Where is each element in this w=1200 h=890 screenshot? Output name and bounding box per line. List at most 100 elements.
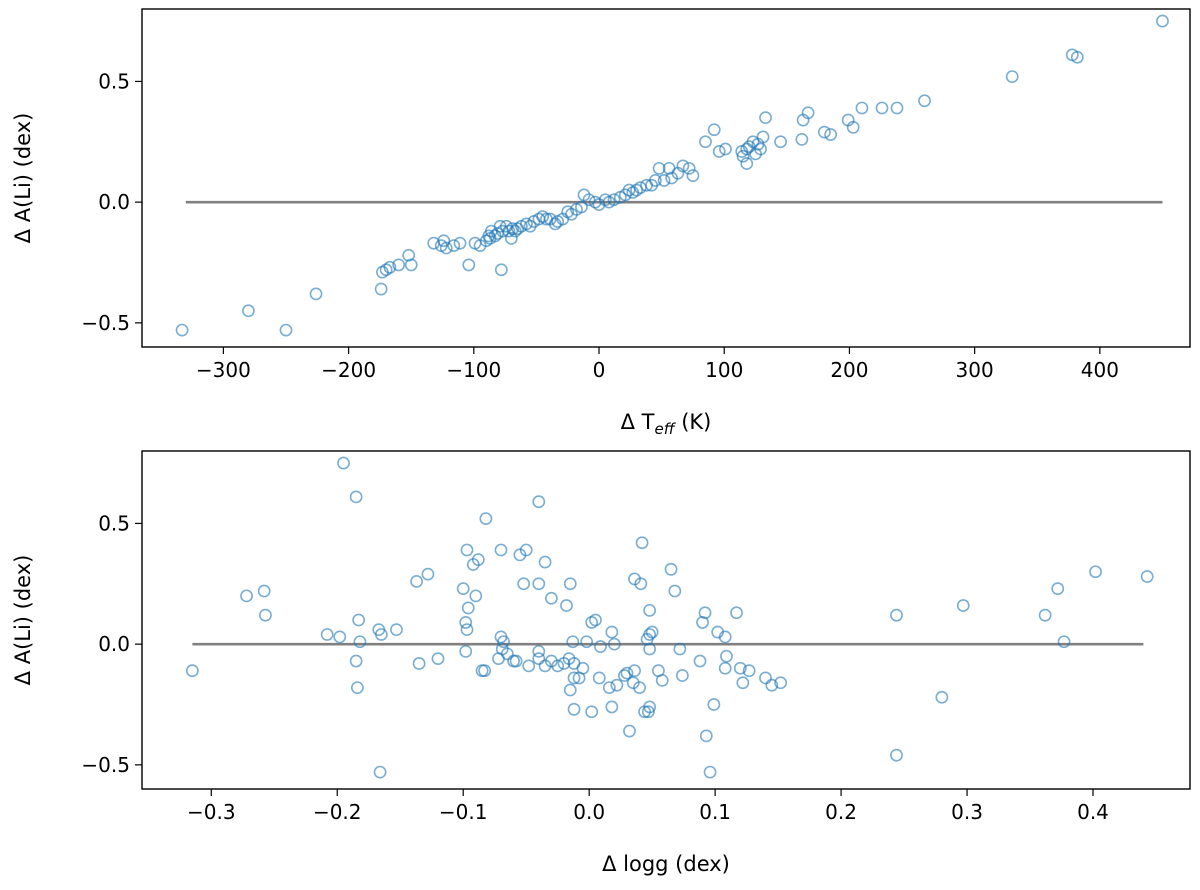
top-data-point <box>699 135 712 149</box>
bottom-data-point <box>494 543 508 557</box>
top-data-point <box>686 169 700 182</box>
bottom-data-point <box>517 577 531 591</box>
top-y-axis-label: Δ A(Li) (dex) <box>11 113 35 244</box>
bottom-x-ticks: −0.3 −0.2 −0.1 0.0 0.1 0.2 0.3 0.4 <box>187 789 1109 824</box>
top-data-point <box>824 128 838 141</box>
bottom-data-point <box>567 671 581 685</box>
bottom-data-point <box>634 577 648 591</box>
bottom-data-point <box>337 456 350 470</box>
bottom-data-point <box>699 729 713 743</box>
bottom-data-point <box>460 543 474 557</box>
bottom-x-tick-label: 0.4 <box>1077 800 1109 824</box>
bottom-data-point <box>461 601 475 615</box>
bottom-data-point <box>513 548 527 562</box>
top-axes-frame <box>141 8 1191 348</box>
bottom-data-point <box>349 490 363 504</box>
bottom-data-point <box>718 630 732 644</box>
bottom-data-point <box>421 567 435 581</box>
bottom-data-point <box>532 577 546 591</box>
bottom-data-point <box>469 589 483 603</box>
bottom-data-point <box>522 659 536 673</box>
top-data-point <box>652 161 666 175</box>
top-data-point <box>374 282 388 296</box>
bottom-data-point <box>560 599 573 612</box>
bottom-data-point <box>643 603 657 617</box>
top-data-point <box>719 142 732 156</box>
top-data-point <box>657 174 671 187</box>
bottom-data-point <box>618 669 631 682</box>
bottom-scatter-panel: −0.3 −0.2 −0.1 0.0 0.1 0.2 0.3 0.4 −0.5 0.0 0.5 Δ… <box>11 450 1191 876</box>
bottom-x-tick-label: 0.3 <box>951 800 983 824</box>
bottom-x-tick-label: 0.1 <box>699 800 731 824</box>
bottom-data-point <box>605 625 619 639</box>
top-data-point <box>447 239 461 252</box>
top-x-tick-label: −200 <box>321 358 376 382</box>
bottom-data-point <box>703 765 717 779</box>
top-data-point <box>242 304 255 318</box>
top-data-point <box>665 171 679 185</box>
bottom-y-tick-label: 0.5 <box>98 511 130 535</box>
bottom-data-point <box>373 765 387 779</box>
top-data-point <box>434 239 448 252</box>
bottom-data-point <box>1057 635 1071 649</box>
top-data-point <box>1070 50 1084 64</box>
bottom-data-point <box>664 562 678 576</box>
bottom-data-point <box>759 671 772 685</box>
bottom-data-point <box>623 724 636 738</box>
top-data-point <box>453 236 467 250</box>
top-x-ticks: −300 −200 −100 0 100 200 300 400 <box>196 347 1119 382</box>
bottom-data-point <box>563 683 577 697</box>
top-x-label-prefix: Δ T <box>621 410 655 434</box>
bottom-data-point <box>585 705 599 719</box>
bottom-data-point <box>350 681 364 694</box>
top-data-point <box>759 111 772 125</box>
bottom-data-point <box>390 623 403 637</box>
top-x-tick-label: 300 <box>956 358 994 382</box>
bottom-data-points <box>185 456 1154 779</box>
bottom-data-point <box>765 678 779 692</box>
top-data-point <box>613 190 627 204</box>
top-data-point <box>494 263 508 277</box>
top-x-tick-label: 200 <box>830 358 868 382</box>
bottom-y-tick-label: −0.5 <box>81 753 130 777</box>
top-data-point <box>175 323 189 337</box>
bottom-data-point <box>532 495 546 509</box>
bottom-data-point <box>374 628 388 641</box>
bottom-data-point <box>730 606 743 620</box>
top-x-axis-label: Δ Teff (K) <box>621 410 712 438</box>
bottom-data-point <box>607 637 621 651</box>
bottom-data-point <box>1140 570 1154 583</box>
top-y-tick-label: 0.5 <box>98 69 130 93</box>
bottom-data-point <box>696 616 709 629</box>
bottom-data-point <box>410 574 423 588</box>
bottom-data-point <box>580 635 594 649</box>
top-y-tick-label: −0.5 <box>81 311 130 335</box>
bottom-data-point <box>720 649 733 663</box>
bottom-data-point <box>456 582 470 596</box>
top-x-label-subscript: eff <box>654 420 676 438</box>
top-y-ticks: −0.5 0.0 0.5 <box>81 69 142 335</box>
bottom-data-point <box>733 661 747 675</box>
bottom-data-point <box>185 664 199 678</box>
top-data-point <box>468 236 482 250</box>
bottom-data-point <box>643 642 657 656</box>
bottom-data-point <box>655 673 669 687</box>
bottom-data-point <box>736 676 750 690</box>
bottom-y-ticks: −0.5 0.0 0.5 <box>81 511 142 777</box>
top-y-tick-label: 0.0 <box>98 190 130 214</box>
bottom-x-axis-label: Δ logg (dex) <box>602 852 730 876</box>
bottom-data-point <box>460 623 474 637</box>
bottom-data-point <box>353 635 367 649</box>
top-data-point <box>735 145 749 158</box>
bottom-data-point <box>675 669 689 682</box>
top-data-point <box>796 113 810 127</box>
bottom-data-point <box>1089 565 1102 579</box>
bottom-data-point <box>620 666 634 680</box>
top-x-label-suffix: (K) <box>675 410 712 434</box>
top-x-tick-label: −300 <box>196 358 251 382</box>
bottom-data-point <box>412 657 426 670</box>
top-data-point <box>376 265 389 279</box>
top-data-point <box>640 178 653 192</box>
top-data-point <box>504 231 518 245</box>
bottom-data-point <box>431 652 445 666</box>
